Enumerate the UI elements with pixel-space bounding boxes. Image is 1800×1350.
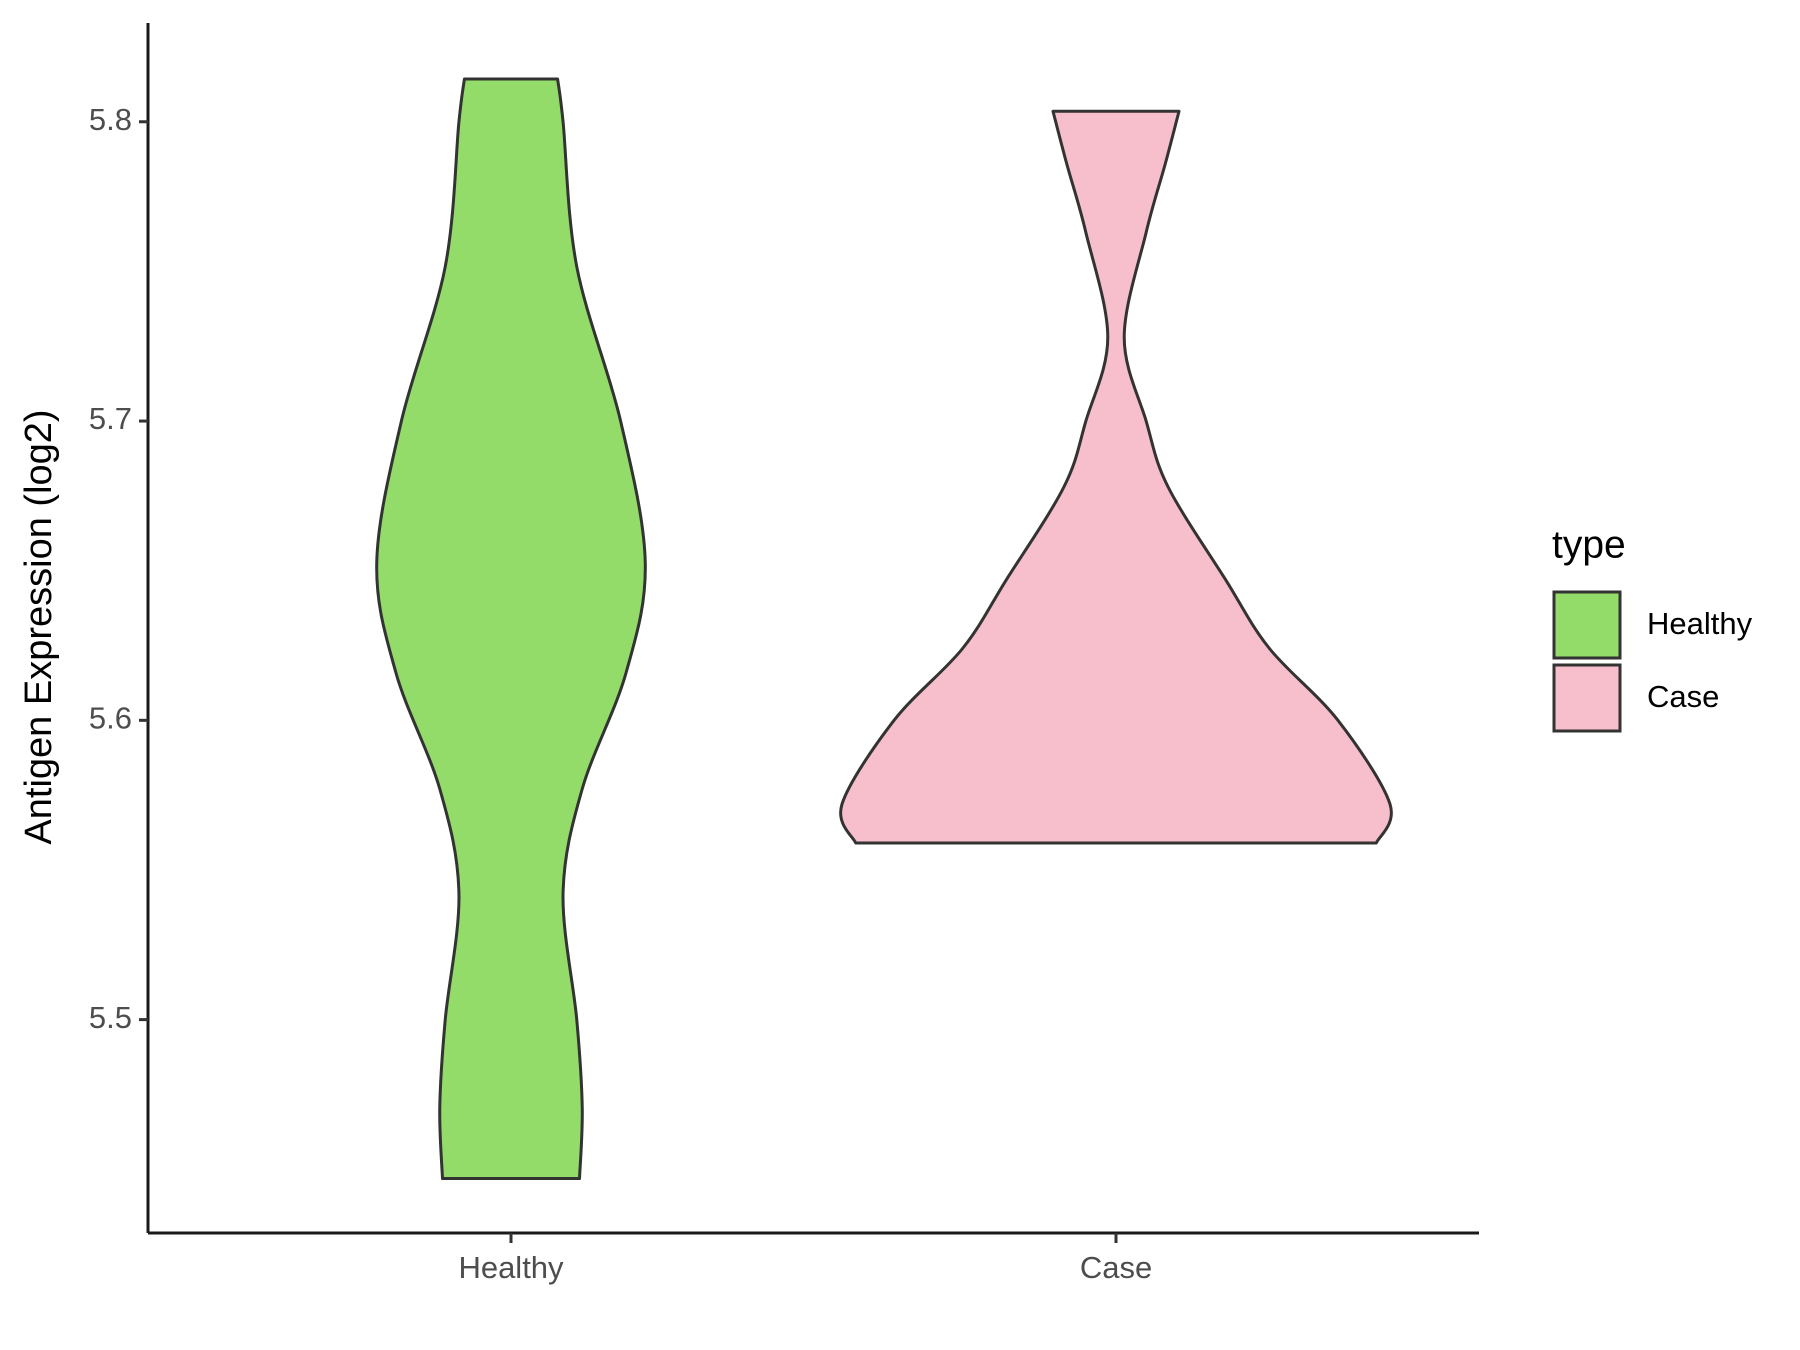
violin bbox=[375, 77, 647, 1181]
legend-key bbox=[1552, 590, 1622, 660]
legend-title: type bbox=[1552, 523, 1626, 566]
legend-label: Case bbox=[1647, 679, 1719, 714]
legend-key bbox=[1552, 663, 1622, 733]
x-tick-label: Case bbox=[1080, 1250, 1152, 1285]
y-axis-title: Antigen Expression (log2) bbox=[18, 409, 60, 844]
legend-label: Healthy bbox=[1647, 606, 1753, 641]
violin bbox=[839, 109, 1393, 845]
x-tick-label: Healthy bbox=[458, 1250, 564, 1285]
y-tick-label: 5.6 bbox=[89, 701, 132, 736]
y-tick-label: 5.8 bbox=[89, 102, 132, 137]
y-tick-label: 5.5 bbox=[89, 1000, 132, 1035]
y-tick-label: 5.7 bbox=[89, 401, 132, 436]
